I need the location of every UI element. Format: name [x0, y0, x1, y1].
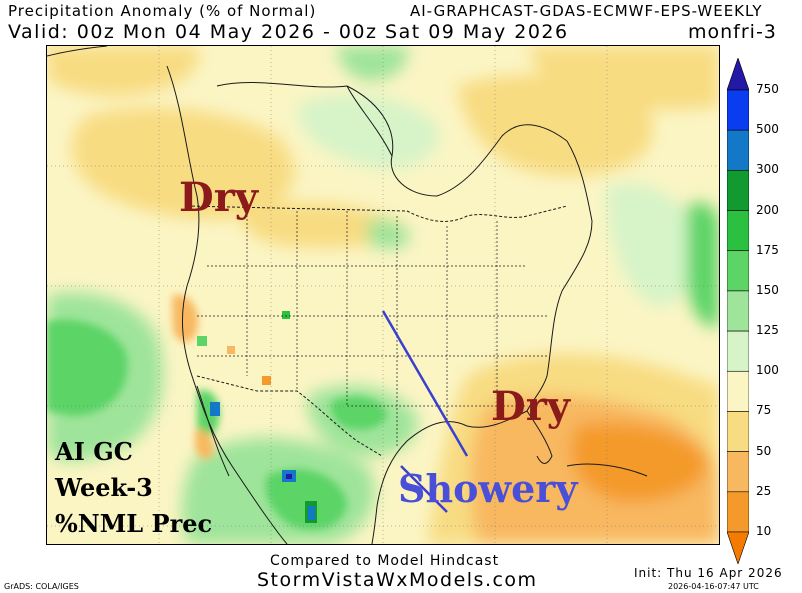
annotation-showery: Showery [398, 466, 578, 511]
geography-lines [47, 46, 719, 544]
legend-band [727, 330, 749, 372]
legend-band [727, 491, 749, 533]
map-canvas [47, 46, 719, 544]
precip-anomaly-map [46, 45, 720, 545]
wet-region-hudson [337, 46, 408, 81]
coastline-east [526, 140, 593, 412]
legend-tick-label: 25 [756, 483, 772, 498]
dry-cell-nevada [227, 346, 235, 354]
annotation-arrows [381, 310, 469, 513]
annotation-dry-northwest: Dry [179, 174, 259, 221]
legend-tick-label: 75 [756, 403, 772, 418]
legend-band [727, 210, 749, 252]
run-name: monfri-3 [688, 21, 777, 43]
generation-timestamp: 2026-04-16-07:47 UTC [668, 582, 759, 591]
dry-core-baja [195, 430, 214, 460]
legend-band [727, 250, 749, 292]
wet-core-texas [330, 396, 387, 430]
color-legend [727, 58, 749, 564]
model-name: AI-GRAPHCAST-GDAS-ECMWF-EPS-WEEKLY [410, 2, 763, 20]
legend-band [727, 411, 749, 452]
wet-cell-idaho [197, 336, 207, 346]
footer-credit: GrADS: COLA/IGES [4, 582, 79, 591]
border-us-canada [186, 205, 568, 222]
very-dry-region-caribbean [571, 422, 708, 502]
valid-period: Valid: 00z Mon 04 May 2026 - 00z Sat 09 … [8, 21, 569, 43]
legend-band [727, 89, 749, 131]
wet-core-east-pacific [47, 319, 128, 416]
wet-region-atlantic-east [687, 202, 719, 327]
border-us-mexico [196, 375, 383, 457]
coastline-canada-north [216, 81, 568, 197]
dry-region-northwest [71, 107, 295, 220]
arrow-to-plains [381, 310, 469, 457]
dry-core-california [172, 295, 198, 343]
dry-cell-arizona [262, 376, 271, 385]
footer-compare-note: Compared to Model Hindcast [270, 553, 500, 569]
legend-band [727, 451, 749, 493]
chart-title: Precipitation Anomaly (% of Normal) [8, 2, 317, 20]
wet-cell-utah [282, 311, 290, 319]
coastline-florida [526, 410, 553, 464]
map-label-week: Week-3 [55, 473, 153, 502]
legend-band [727, 290, 749, 332]
wet-cell-baja [210, 402, 220, 416]
coastline-west [166, 65, 288, 544]
state-lines [197, 211, 547, 446]
legend-tick-label: 500 [756, 122, 779, 137]
footer-website: StormVistaWxModels.com [257, 569, 538, 591]
legend-tick-label: 50 [756, 443, 772, 458]
dry-region-alaska [47, 46, 199, 97]
legend-tick-label: 200 [756, 202, 779, 217]
coastline-gulf [371, 410, 528, 544]
wet-cell-mexico-1-core [286, 474, 292, 479]
legend-band-top [727, 58, 749, 91]
dry-region-plains-north [241, 202, 407, 248]
anomaly-fill-layer [47, 46, 719, 544]
arrow-to-texas [400, 465, 448, 513]
coastline-alaska [47, 46, 108, 57]
legend-tick-label: 175 [756, 242, 779, 257]
legend-tick-label: 150 [756, 282, 779, 297]
legend-tick-label: 10 [756, 524, 772, 538]
dry-region-northeast-pacific [527, 46, 719, 110]
legend-band [727, 370, 749, 412]
legend-tick-label: 125 [756, 323, 779, 338]
lat-lon-grid [47, 46, 719, 544]
coastline-cuba [566, 463, 648, 477]
wet-cell-mexico-2-core [308, 506, 315, 520]
coastline-baja [196, 385, 230, 477]
wet-region-atlantic [607, 183, 698, 306]
legend-band-bottom [727, 531, 749, 564]
legend-band [727, 129, 749, 171]
wet-core-mexico [265, 469, 347, 530]
legend-tick-label: 750 [756, 82, 779, 96]
map-label-field: %NML Prec [55, 509, 213, 538]
map-label-model: AI GC [55, 437, 133, 466]
legend-band [727, 170, 749, 211]
wet-region-lakes [367, 219, 410, 249]
coastline-hudson-bay [346, 85, 393, 157]
legend-tick-label: 100 [756, 363, 779, 378]
annotation-dry-southeast: Dry [491, 383, 571, 430]
legend-tick-label: 300 [756, 162, 779, 177]
init-time: Init: Thu 16 Apr 2026 [634, 566, 783, 580]
wet-region-north-pacific [297, 94, 439, 169]
